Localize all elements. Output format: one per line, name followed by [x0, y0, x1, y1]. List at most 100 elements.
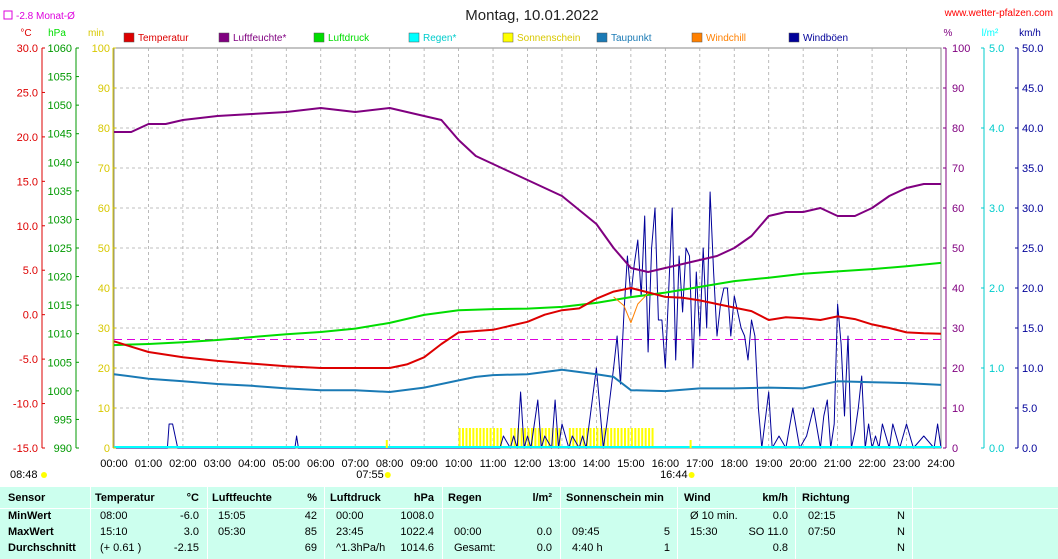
- table-header: Wind: [684, 492, 711, 504]
- legend-swatch: [596, 32, 608, 43]
- table-cell: 5: [663, 526, 670, 538]
- axis-tick-label: 0.0: [989, 443, 1004, 455]
- axis-tick-label: 1020: [48, 272, 72, 284]
- axis-tick-label: 995: [54, 414, 72, 426]
- table-row-label: Durchschnitt: [8, 542, 76, 554]
- gust-line: [114, 191, 942, 449]
- table-separator: [324, 487, 325, 559]
- sunshine-bar: [606, 428, 609, 448]
- legend-label: Windböen: [803, 33, 848, 44]
- source-link[interactable]: www.wetter-pfalzen.com: [944, 8, 1053, 19]
- table-separator: [795, 487, 796, 559]
- sunshine-bar: [589, 428, 592, 448]
- table-cell: 1022.4: [400, 526, 434, 538]
- table-cell: 1014.6: [400, 542, 434, 554]
- sunrise-tick: [385, 440, 388, 448]
- table-header: Temperatur: [95, 492, 155, 504]
- axis-tick-label: 1060: [48, 43, 72, 55]
- axis-tick-label: 1005: [48, 357, 72, 369]
- table-header-unit: l/m²: [532, 492, 552, 504]
- legend-swatch: [408, 32, 420, 43]
- x-tick-label: 19:00: [755, 458, 783, 470]
- axis-tick-label: 30.0: [1022, 203, 1043, 215]
- unit-label: km/h: [1019, 28, 1041, 39]
- x-tick-label: 15:00: [617, 458, 645, 470]
- temperature-line: [113, 287, 942, 369]
- x-tick-label: 02:00: [169, 458, 197, 470]
- axis-tick-label: 10: [98, 403, 110, 415]
- table-cell: 02:15: [808, 510, 836, 522]
- sunshine-bar: [462, 428, 465, 448]
- axis-tick-label: 0: [104, 443, 110, 455]
- pressure-line: [113, 261, 942, 347]
- table-header: Regen: [448, 492, 482, 504]
- sunset-dot-icon: [688, 472, 695, 478]
- axis-tick-label: 100: [92, 43, 110, 55]
- axis-tick-label: 990: [54, 443, 72, 455]
- table-separator: [560, 487, 561, 559]
- unit-label: l/m²: [982, 28, 999, 39]
- sunshine-bar: [520, 428, 523, 448]
- x-tick-label: 03:00: [204, 458, 232, 470]
- axis-tick-label: 1035: [48, 186, 72, 198]
- table-separator: [912, 487, 913, 559]
- axis-tick-label: 1040: [48, 157, 72, 169]
- axis-tick-label: 20.0: [1022, 283, 1043, 295]
- x-tick-label: 17:00: [686, 458, 714, 470]
- table-cell: Gesamt:: [454, 542, 496, 554]
- legend-swatch: [313, 32, 325, 43]
- axis-tick-label: 80: [952, 123, 964, 135]
- sunshine-bar: [620, 428, 623, 448]
- first-marker-label: 08:48: [10, 469, 38, 481]
- month-avg-swatch-icon: [3, 10, 13, 20]
- axis-tick-label: 0: [952, 443, 958, 455]
- legend-label: Temperatur: [138, 33, 189, 44]
- table-cell: (+ 0.61 ): [100, 542, 142, 554]
- axis-tick-label: 25.0: [1022, 243, 1043, 255]
- axis-tick-label: 40: [952, 283, 964, 295]
- axis-tick-label: 15.0: [17, 176, 38, 188]
- table-cell: 3.0: [183, 526, 199, 538]
- table-header: Richtung: [802, 492, 850, 504]
- axis-tick-label: 20: [952, 363, 964, 375]
- sunshine-bar: [537, 428, 540, 448]
- chart-title: Montag, 10.01.2022: [465, 7, 598, 24]
- sunshine-bar: [493, 428, 496, 448]
- table-separator: [90, 487, 91, 559]
- legend-label: Luftfeuchte*: [233, 33, 286, 44]
- table-cell: 15:05: [218, 510, 246, 522]
- x-tick-label: 01:00: [135, 458, 163, 470]
- windchill-line: [613, 292, 649, 324]
- weather-chart: Montag, 10.01.2022 www.wetter-pfalzen.co…: [3, 7, 1053, 481]
- x-tick-label: 16:00: [652, 458, 680, 470]
- legend-swatch: [691, 32, 703, 43]
- table-header-unit: %: [307, 492, 317, 504]
- axis-tick-label: 4.0: [989, 123, 1004, 135]
- axis-tick-label: 90: [952, 83, 964, 95]
- table-cell: 07:50: [808, 526, 836, 538]
- x-tick-label: 04:00: [238, 458, 266, 470]
- table-cell: N: [897, 526, 905, 538]
- sunshine-bar: [541, 428, 544, 448]
- legend-label: Luftdruck: [328, 33, 370, 44]
- x-tick-label: 24:00: [927, 458, 955, 470]
- table-cell: -6.0: [180, 510, 199, 522]
- legend-label: Regen*: [423, 33, 456, 44]
- table-cell: N: [897, 510, 905, 522]
- x-tick-label: 18:00: [720, 458, 748, 470]
- sunshine-bar: [534, 428, 537, 448]
- plot-area: [113, 47, 942, 449]
- axis-tick-label: 2.0: [989, 283, 1004, 295]
- sunset-tick: [689, 440, 692, 448]
- axis-tick-label: -5.0: [19, 354, 38, 366]
- axis-tick-label: 5.0: [989, 43, 1004, 55]
- table-cell: 42: [304, 510, 317, 522]
- sunshine-bar: [496, 428, 499, 448]
- axis-tick-label: 5.0: [23, 265, 38, 277]
- unit-label: hPa: [48, 28, 66, 39]
- table-cell: 1008.0: [400, 510, 434, 522]
- sunshine-bar: [651, 428, 654, 448]
- sunshine-bar: [630, 428, 633, 448]
- table-header: Luftfeuchte: [212, 492, 272, 504]
- table-cell: -2.15: [173, 542, 199, 554]
